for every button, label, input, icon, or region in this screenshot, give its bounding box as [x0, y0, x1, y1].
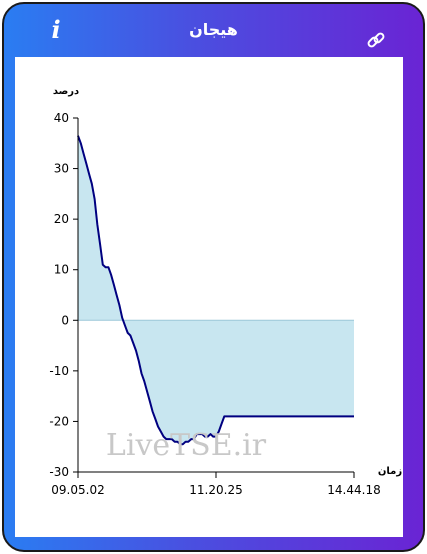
- y-axis-label: درصد: [53, 86, 79, 97]
- chart-panel: 40 30 20 10 0 -10 -20 -30 09.05.02 11.20.25 14.44.…: [15, 57, 403, 537]
- emotion-chart: 40 30 20 10 0 -10 -20 -30 09.05.02 11.20.25 14.44.…: [49, 86, 402, 497]
- y-tick-label: 0: [61, 313, 69, 327]
- y-tick-label: -10: [49, 364, 69, 378]
- y-tick-label: 40: [54, 111, 69, 125]
- x-axis-label: زمان: [378, 466, 402, 477]
- y-tick-label: 10: [54, 263, 69, 277]
- x-tick-label: 09.05.02: [51, 483, 104, 497]
- header-bar: i هیجان: [4, 4, 423, 56]
- area-fill: [78, 135, 354, 445]
- x-tick-label: 14.44.18: [327, 483, 380, 497]
- info-icon[interactable]: i: [51, 15, 61, 44]
- x-tick-label: 11.20.25: [189, 483, 242, 497]
- y-tick-label: -20: [49, 414, 69, 428]
- watermark-text: LiveTSE.ir: [106, 428, 267, 463]
- y-tick-label: -30: [49, 465, 69, 479]
- series-line: [77, 135, 354, 446]
- link-icon[interactable]: [366, 30, 386, 50]
- y-tick-label: 20: [54, 212, 69, 226]
- page-title: هیجان: [189, 20, 238, 39]
- y-tick-label: 30: [54, 162, 69, 176]
